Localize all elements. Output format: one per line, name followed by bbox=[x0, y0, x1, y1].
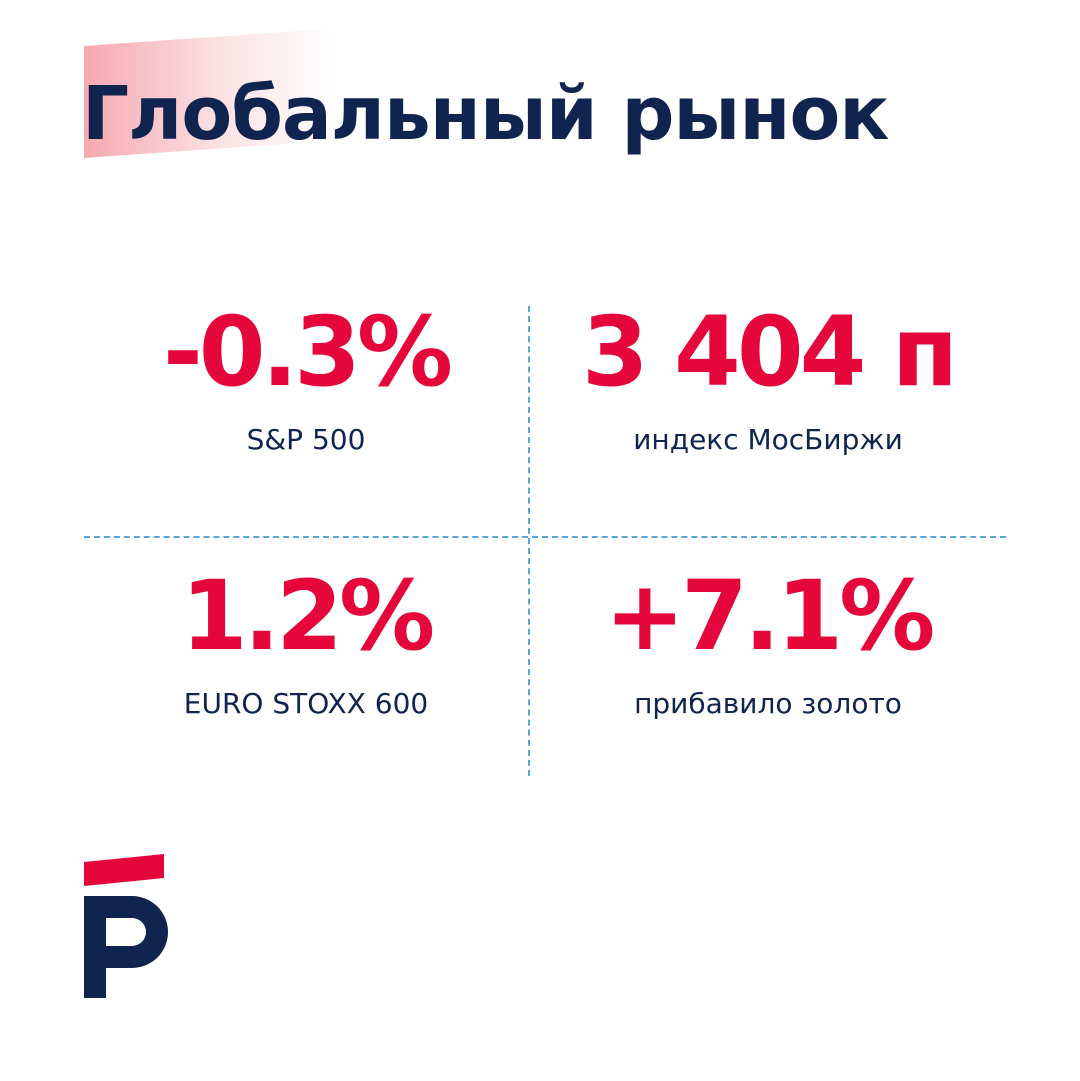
metric-moex-index: 3 404 п индекс МосБиржи bbox=[530, 296, 1006, 458]
metric-label: EURO STOXX 600 bbox=[183, 687, 429, 720]
metric-value: +7.1% bbox=[604, 560, 936, 672]
metric-sp500: -0.3% S&P 500 bbox=[84, 296, 528, 458]
metric-gold: +7.1% прибавило золото bbox=[530, 560, 1006, 722]
page-title: Глобальный рынок bbox=[82, 71, 890, 157]
metric-label: S&P 500 bbox=[246, 423, 366, 456]
metric-value: 1.2% bbox=[180, 560, 435, 672]
horizontal-divider bbox=[84, 536, 1006, 538]
metric-label: индекс МосБиржи bbox=[633, 423, 903, 456]
metric-label: прибавило золото bbox=[634, 687, 902, 720]
metric-value: 3 404 п bbox=[581, 296, 958, 408]
brand-logo-icon bbox=[84, 852, 168, 1002]
metric-value: -0.3% bbox=[162, 296, 453, 408]
vertical-divider bbox=[528, 306, 530, 776]
metric-euro-stoxx-600: 1.2% EURO STOXX 600 bbox=[84, 560, 528, 722]
